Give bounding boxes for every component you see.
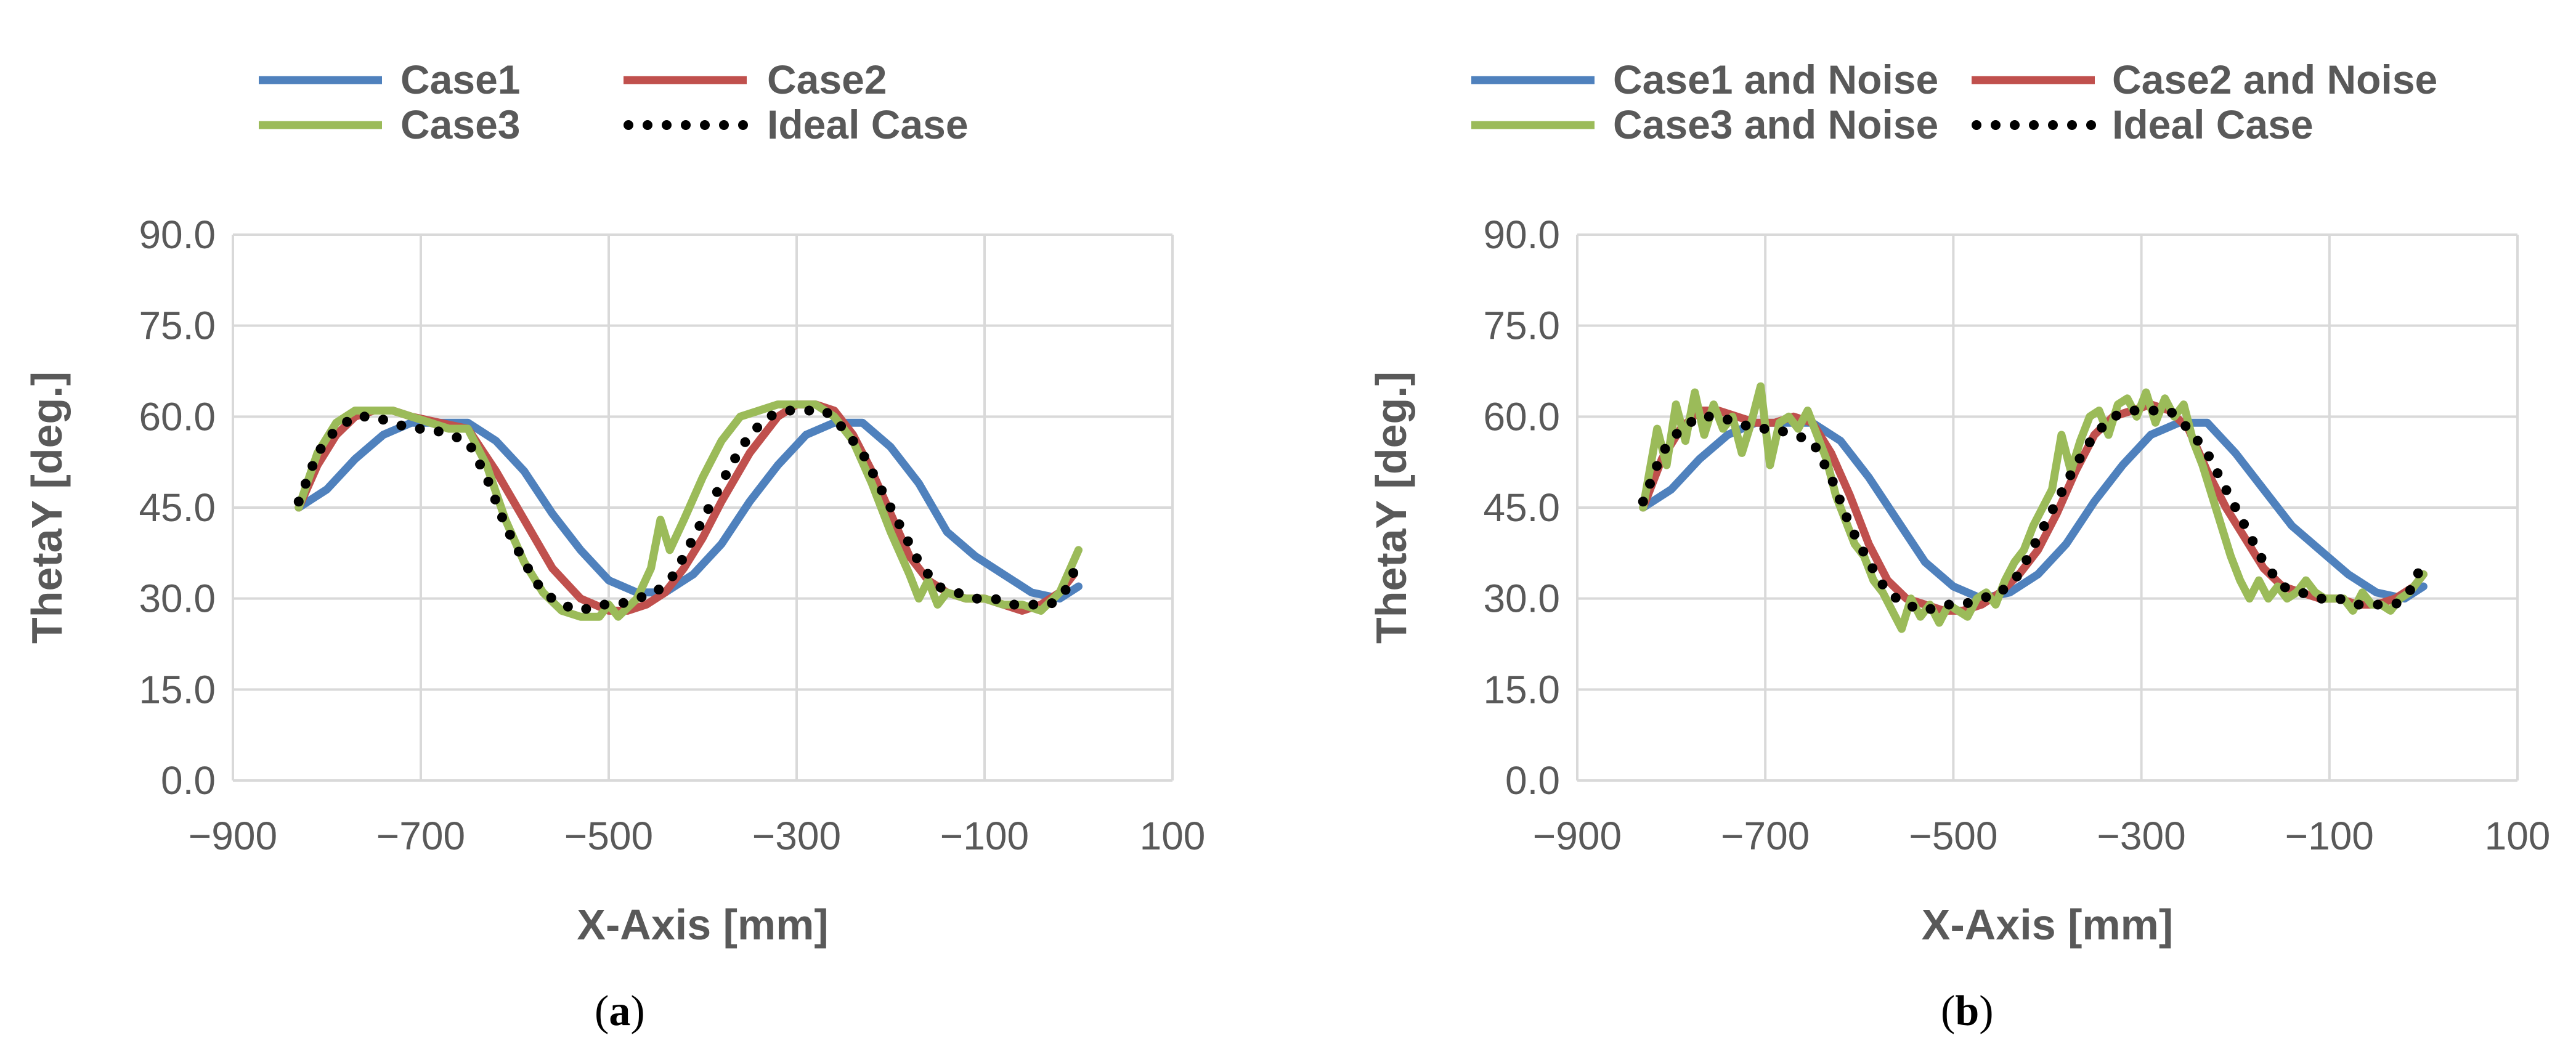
panel-a-y-axis-title: ThetaY [deg.] bbox=[23, 371, 71, 644]
panel-b-ytick-label-5: 75.0 bbox=[1483, 304, 1560, 348]
panel-b-caption: (b) bbox=[1941, 987, 1994, 1035]
panel-b-y-axis-title: ThetaY [deg.] bbox=[1367, 371, 1415, 644]
panel-b-xtick-label-0: −900 bbox=[1533, 814, 1622, 858]
panel-a-ytick-label-6: 90.0 bbox=[139, 213, 216, 257]
panel-a-xtick-label-0: −900 bbox=[189, 814, 277, 858]
panel-b-legend-label-case1-and-noise: Case1 and Noise bbox=[1613, 57, 1938, 102]
panel-a-ytick-label-3: 45.0 bbox=[139, 485, 216, 530]
panel-b-ytick-label-1: 15.0 bbox=[1483, 667, 1560, 711]
panel-a-legend-label-ideal-case: Ideal Case bbox=[767, 102, 969, 147]
panel-a-legend-label-case1: Case1 bbox=[400, 57, 521, 102]
panel-b-xtick-label-3: −300 bbox=[2097, 814, 2186, 858]
panel-a-ytick-label-1: 15.0 bbox=[139, 667, 216, 711]
panel-a-xtick-label-5: 100 bbox=[1140, 814, 1206, 858]
panel-b-ytick-label-3: 45.0 bbox=[1483, 485, 1560, 530]
panel-b-xtick-label-1: −700 bbox=[1721, 814, 1810, 858]
panel-b-x-axis-title: X-Axis [mm] bbox=[1922, 901, 2173, 949]
panel-b-xtick-label-4: −100 bbox=[2285, 814, 2374, 858]
panel-a-caption: (a) bbox=[595, 987, 645, 1035]
panel-b-ytick-label-4: 60.0 bbox=[1483, 394, 1560, 439]
panel-a-xtick-label-1: −700 bbox=[376, 814, 465, 858]
panel-b-ytick-label-2: 30.0 bbox=[1483, 577, 1560, 621]
chart-panel-b: 0.0 15.0 30.0 45.0 60.0 75.0 90.0 −900 −700 −500 −… bbox=[1367, 57, 2550, 1035]
panel-a-legend-label-case2: Case2 bbox=[767, 57, 887, 102]
panel-b-ytick-label-6: 90.0 bbox=[1483, 213, 1560, 257]
panel-b-legend-label-ideal-case: Ideal Case bbox=[2112, 102, 2314, 147]
panel-a-ytick-label-0: 0.0 bbox=[161, 758, 216, 803]
panel-a-xtick-label-4: −100 bbox=[940, 814, 1029, 858]
panel-b-series-case3-and-noise bbox=[1639, 382, 2428, 633]
panel-a-ytick-label-2: 30.0 bbox=[139, 577, 216, 621]
panel-a-series-ideal-case bbox=[293, 405, 1084, 616]
panel-a-xtick-label-3: −300 bbox=[752, 814, 841, 858]
chart-panel-a: 0.0 15.0 30.0 45.0 60.0 75.0 90.0 −900 −700 −500 −… bbox=[23, 57, 1205, 1035]
panel-a-legend-label-case3: Case3 bbox=[400, 102, 521, 147]
panel-b-xtick-label-5: 100 bbox=[2485, 814, 2551, 858]
panel-a-ytick-label-4: 60.0 bbox=[139, 394, 216, 439]
panel-b-series-case1-and-noise bbox=[1639, 418, 2428, 603]
panel-b-legend-label-case2-and-noise: Case2 and Noise bbox=[2112, 57, 2437, 102]
panel-a-ytick-label-5: 75.0 bbox=[139, 304, 216, 348]
panel-b-legend-label-case3-and-noise: Case3 and Noise bbox=[1613, 102, 1938, 147]
panel-a-x-axis-title: X-Axis [mm] bbox=[577, 901, 828, 949]
panel-a-xtick-label-2: −500 bbox=[564, 814, 653, 858]
panel-b-series-ideal-case bbox=[1638, 405, 2429, 616]
panel-a-series-case3 bbox=[295, 400, 1083, 621]
panel-b-ytick-label-0: 0.0 bbox=[1505, 758, 1560, 803]
panel-b-xtick-label-2: −500 bbox=[1909, 814, 1997, 858]
